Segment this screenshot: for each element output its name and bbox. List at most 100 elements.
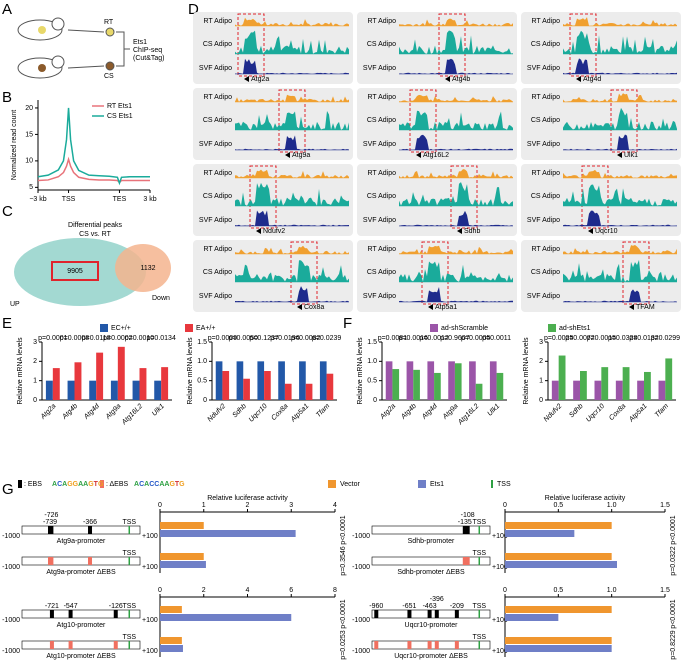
- bar: [469, 361, 476, 400]
- construct-label: Atg10-promoter ΔEBS: [46, 653, 116, 660]
- track-signal: [235, 260, 349, 282]
- bar: [505, 553, 612, 560]
- track-signal: [399, 94, 513, 102]
- bar: [622, 367, 630, 400]
- bar: [665, 358, 673, 400]
- x-tick-label: Sdhb: [568, 403, 585, 420]
- track-label: CS Adipo: [367, 193, 396, 200]
- legend-label: Ets1: [430, 481, 444, 488]
- track-label: CS Adipo: [367, 41, 396, 48]
- region-box: [237, 13, 265, 77]
- p-value: p=0.0299: [651, 335, 680, 342]
- range-label: +100: [142, 648, 158, 655]
- region-box: [290, 241, 318, 305]
- track-signal: [563, 134, 677, 150]
- legend-swatch: [418, 480, 426, 488]
- range-label: -1000: [2, 564, 20, 571]
- site-label: -726: [44, 512, 58, 519]
- x-tick-label: 3: [289, 502, 293, 509]
- gene-label: Atg4b: [452, 76, 470, 83]
- bar: [505, 561, 617, 568]
- p-value: p=0.0016: [399, 335, 428, 342]
- track-signal: [563, 245, 677, 254]
- track-label: SVF Adipo: [527, 141, 560, 148]
- p-value: p=0.0072: [565, 335, 594, 342]
- legend-swatch: [548, 324, 556, 332]
- binding-site: [454, 641, 459, 649]
- x-tick-label: Atg9a: [441, 403, 460, 422]
- range-label: +100: [142, 533, 158, 540]
- bar: [257, 361, 265, 400]
- y-tick-label: 2: [539, 358, 543, 365]
- bar: [505, 522, 612, 529]
- legend-label: : EBS: [24, 481, 42, 488]
- p-value: p<0.0001: [670, 515, 677, 544]
- gene-label: Ulk1: [624, 152, 638, 159]
- range-label: -1000: [352, 648, 370, 655]
- binding-site: [49, 557, 54, 565]
- x-tick-label: 1.0: [607, 587, 617, 594]
- track-label: SVF Adipo: [363, 141, 396, 148]
- fat-rt: [38, 26, 46, 34]
- bar: [489, 361, 497, 400]
- site-label: -651: [402, 603, 416, 610]
- x-tick-label: Sdhb: [231, 403, 248, 420]
- p-value: p=0.0008: [60, 335, 89, 342]
- y-tick-label: 1.0: [197, 358, 207, 365]
- bar: [454, 363, 462, 400]
- gene-label: Sdhb: [464, 228, 480, 235]
- track-signal: [399, 110, 513, 130]
- bar: [406, 361, 414, 400]
- p-value: p=0.0005: [461, 335, 490, 342]
- p-value: p=0.0322: [670, 546, 677, 575]
- track-signal: [235, 169, 349, 178]
- gene-arrow: [244, 76, 249, 82]
- gene-label: Uqcr10: [595, 228, 618, 235]
- track-label: SVF Adipo: [199, 141, 232, 148]
- x-tick-label: 0: [503, 502, 507, 509]
- p-value: p=0.0239: [312, 335, 341, 342]
- down-label: Down: [152, 295, 170, 302]
- bar: [264, 371, 271, 400]
- track-signal: [235, 17, 349, 26]
- track-block: [193, 12, 353, 84]
- binding-site: [462, 557, 467, 565]
- track-label: SVF Adipo: [363, 293, 396, 300]
- bar: [74, 362, 82, 400]
- track-signal: [235, 110, 349, 130]
- legend-label: Vector: [340, 481, 361, 488]
- site-label: -739: [43, 519, 57, 526]
- site-label: -366: [83, 519, 97, 526]
- x-tick-label: 2: [202, 587, 206, 594]
- binding-site: [434, 610, 439, 618]
- track-signal: [235, 182, 349, 206]
- track-signal: [563, 93, 677, 102]
- track-label: CS Adipo: [531, 41, 560, 48]
- p-value: p=0.0134: [146, 335, 175, 342]
- range-label: -1000: [352, 617, 370, 624]
- bar: [601, 367, 609, 400]
- x-tick-label: Ulk1: [151, 403, 166, 418]
- y-tick-label: 1.5: [367, 339, 377, 346]
- range-label: +100: [492, 564, 508, 571]
- assay-label: Ets1: [133, 39, 147, 46]
- bar: [67, 380, 75, 400]
- bar: [319, 361, 327, 400]
- bar: [505, 645, 612, 652]
- site-label: -721: [45, 603, 59, 610]
- range-label: -1000: [2, 617, 20, 624]
- bar: [505, 637, 612, 644]
- bar: [305, 383, 313, 400]
- x-tick-label: Ndufv2: [543, 403, 564, 424]
- track-signal: [235, 30, 349, 54]
- x-tick-label: Atg2a: [39, 403, 58, 422]
- binding-site: [465, 526, 470, 534]
- site-label: -960: [369, 603, 383, 610]
- bar: [615, 380, 623, 400]
- region-box: [278, 89, 306, 153]
- p-value: p=0.8229: [670, 630, 677, 659]
- venn-up: [14, 238, 146, 306]
- binding-site: [113, 610, 118, 618]
- panel-letter: G: [2, 481, 14, 498]
- tss-label: TSS: [472, 519, 486, 526]
